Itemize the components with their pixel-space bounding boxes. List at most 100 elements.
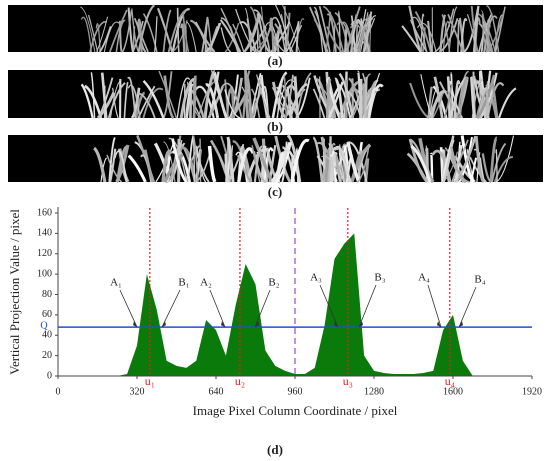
plant-leaf bbox=[121, 10, 133, 53]
plant-leaf bbox=[270, 141, 292, 183]
y-tick-label: 20 bbox=[42, 350, 52, 361]
plant-leaf bbox=[285, 21, 300, 53]
plant-leaf bbox=[474, 136, 485, 184]
plant-leaf bbox=[489, 136, 499, 183]
plant-leaf bbox=[176, 77, 191, 119]
plant-leaf bbox=[333, 77, 344, 119]
plant-leaf bbox=[162, 9, 172, 53]
plant-leaf bbox=[114, 150, 128, 183]
plant-leaf bbox=[80, 83, 94, 119]
annotation-arrow bbox=[209, 289, 226, 328]
plant-leaf bbox=[486, 82, 505, 119]
plant-leaf bbox=[254, 28, 273, 53]
plant-leaf bbox=[242, 70, 251, 119]
panel-label: (b) bbox=[267, 119, 283, 134]
plant-leaf bbox=[474, 80, 487, 119]
x-tick-label: 1280 bbox=[364, 386, 384, 397]
plant-leaf bbox=[252, 137, 274, 183]
plant-leaf bbox=[356, 144, 370, 183]
plant-leaf bbox=[176, 7, 180, 53]
plant-leaf bbox=[237, 147, 255, 183]
arrow-head bbox=[255, 321, 259, 328]
arrow-head bbox=[221, 321, 225, 328]
arrow-head bbox=[133, 321, 137, 328]
plant-leaf bbox=[322, 5, 345, 53]
plant-leaf bbox=[143, 149, 154, 183]
plant-leaf bbox=[346, 6, 361, 53]
arrow-head bbox=[459, 321, 463, 328]
plant-leaf bbox=[469, 157, 478, 183]
plant-leaf bbox=[460, 18, 468, 53]
plant-leaf bbox=[328, 136, 332, 183]
y-tick-label: 80 bbox=[42, 289, 52, 300]
plant-leaf bbox=[171, 8, 191, 53]
plant-leaf bbox=[161, 149, 173, 183]
plant-leaf bbox=[123, 81, 129, 119]
plant-leaf bbox=[208, 26, 219, 53]
plant-leaf bbox=[127, 7, 134, 53]
plant-leaf bbox=[256, 74, 271, 119]
plant-leaf bbox=[430, 90, 448, 119]
plant-leaf bbox=[367, 87, 379, 119]
plant-leaf bbox=[443, 83, 453, 119]
annotation-arrow bbox=[358, 284, 377, 328]
plant-leaf bbox=[228, 145, 234, 183]
plant-leaf bbox=[312, 88, 326, 119]
plant-leaf bbox=[446, 76, 451, 119]
plant-leaf bbox=[451, 139, 469, 183]
x-tick-label: 640 bbox=[209, 386, 224, 397]
panel-label: (a) bbox=[267, 53, 282, 68]
plant-leaf bbox=[275, 86, 292, 119]
plant-leaf bbox=[466, 13, 477, 53]
plant-leaf bbox=[99, 26, 112, 53]
crop-row-label: u₄ bbox=[445, 374, 455, 388]
plant-leaf bbox=[288, 82, 308, 119]
plant-leaf bbox=[251, 145, 261, 183]
plant-leaf bbox=[355, 9, 367, 53]
plant-leaf bbox=[226, 136, 235, 183]
plant-leaf bbox=[171, 20, 188, 53]
plant-leaf bbox=[284, 5, 287, 53]
plant-leaf bbox=[330, 156, 336, 183]
plant-leaf bbox=[427, 20, 433, 53]
plant-leaf bbox=[224, 89, 241, 119]
plant-leaf bbox=[480, 20, 486, 53]
annotation-arrow bbox=[254, 289, 271, 328]
arrow-head bbox=[437, 321, 441, 328]
annotation-arrow bbox=[161, 289, 181, 328]
plant-leaf bbox=[271, 71, 288, 119]
plant-leaf bbox=[108, 136, 116, 183]
plant-leaf bbox=[416, 22, 437, 53]
plant-leaf bbox=[194, 21, 216, 53]
plant-leaf bbox=[486, 5, 500, 53]
plant-leaf bbox=[253, 145, 263, 183]
plant-leaf bbox=[283, 74, 294, 119]
plant-leaf bbox=[204, 21, 209, 53]
annotation-arrow bbox=[319, 284, 339, 328]
plant-leaf bbox=[192, 135, 199, 183]
plant-leaf bbox=[109, 148, 117, 183]
plant-leaf bbox=[480, 10, 488, 53]
plant-leaf bbox=[80, 6, 96, 53]
plant-leaf bbox=[170, 144, 179, 183]
arrow-head bbox=[162, 321, 166, 328]
plant-leaf bbox=[266, 150, 269, 183]
plant-leaf bbox=[207, 145, 217, 183]
plant-leaf bbox=[142, 80, 165, 119]
annotation-arrow bbox=[119, 289, 138, 328]
plant-leaf bbox=[95, 23, 101, 53]
plant-leaf bbox=[156, 7, 174, 53]
plant-leaf bbox=[414, 11, 432, 53]
plant-leaf bbox=[336, 21, 354, 53]
plant-leaf bbox=[137, 4, 156, 53]
plant-leaf bbox=[163, 75, 175, 120]
y-tick-label: 40 bbox=[42, 330, 52, 341]
annotation: A₃ bbox=[310, 272, 322, 284]
x-tick-label: 1600 bbox=[443, 386, 463, 397]
plant-leaf bbox=[401, 25, 422, 53]
plant-leaf bbox=[360, 18, 370, 53]
plant-leaf bbox=[442, 21, 451, 53]
plant-leaf bbox=[363, 14, 371, 53]
plant-leaf bbox=[470, 76, 476, 119]
plant-leaf bbox=[326, 26, 343, 53]
